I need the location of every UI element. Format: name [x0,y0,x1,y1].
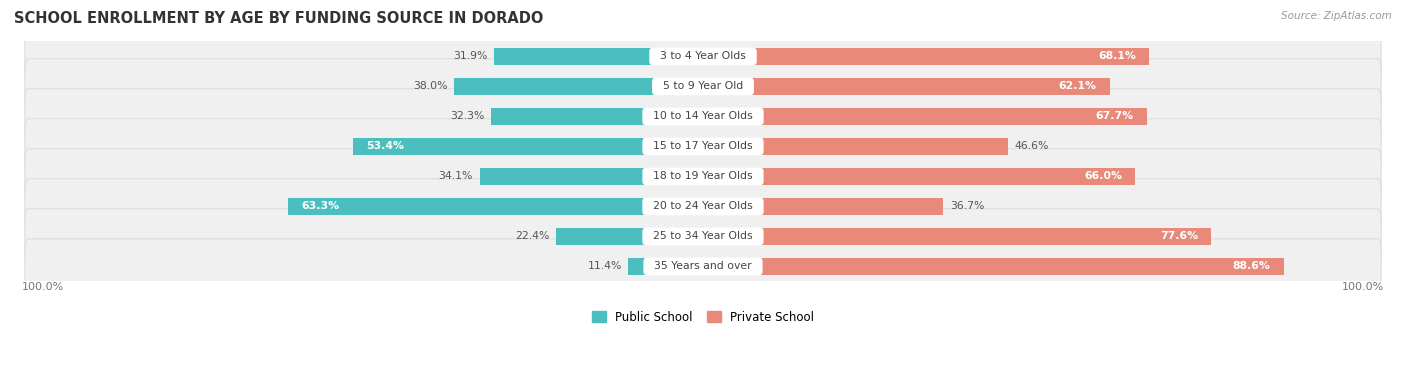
Text: 100.0%: 100.0% [1343,282,1385,292]
FancyBboxPatch shape [25,59,1381,114]
Text: 11.4%: 11.4% [588,261,621,271]
Text: 46.6%: 46.6% [1015,141,1049,152]
Bar [479,168,703,185]
FancyBboxPatch shape [25,239,1381,294]
Text: 38.0%: 38.0% [413,81,447,91]
Text: 15 to 17 Year Olds: 15 to 17 Year Olds [647,141,759,152]
Text: SCHOOL ENROLLMENT BY AGE BY FUNDING SOURCE IN DORADO: SCHOOL ENROLLMENT BY AGE BY FUNDING SOUR… [14,11,544,26]
Bar [703,48,1149,65]
FancyBboxPatch shape [25,89,1381,144]
Bar [494,48,703,65]
Text: 66.0%: 66.0% [1084,172,1122,181]
Text: 77.6%: 77.6% [1160,231,1198,241]
Text: 18 to 19 Year Olds: 18 to 19 Year Olds [647,172,759,181]
Text: 34.1%: 34.1% [439,172,472,181]
FancyBboxPatch shape [25,29,1381,84]
Bar [454,78,703,95]
Text: 10 to 14 Year Olds: 10 to 14 Year Olds [647,111,759,121]
Text: 36.7%: 36.7% [950,201,984,211]
Text: 88.6%: 88.6% [1233,261,1271,271]
Bar [353,138,703,155]
FancyBboxPatch shape [25,119,1381,174]
Text: 68.1%: 68.1% [1098,51,1136,61]
Bar [703,198,943,215]
Bar [628,258,703,275]
Text: Source: ZipAtlas.com: Source: ZipAtlas.com [1281,11,1392,21]
Text: 22.4%: 22.4% [516,231,550,241]
Bar [703,258,1284,275]
Text: 3 to 4 Year Olds: 3 to 4 Year Olds [652,51,754,61]
FancyBboxPatch shape [25,179,1381,234]
Text: 20 to 24 Year Olds: 20 to 24 Year Olds [647,201,759,211]
Text: 32.3%: 32.3% [450,111,485,121]
Text: 35 Years and over: 35 Years and over [647,261,759,271]
Text: 63.3%: 63.3% [301,201,339,211]
Legend: Public School, Private School: Public School, Private School [586,306,820,328]
FancyBboxPatch shape [25,149,1381,204]
Bar [703,108,1147,125]
Bar [703,138,1008,155]
Bar [703,228,1212,245]
Bar [491,108,703,125]
Text: 100.0%: 100.0% [21,282,63,292]
Bar [703,78,1109,95]
FancyBboxPatch shape [25,209,1381,264]
Text: 53.4%: 53.4% [366,141,404,152]
Text: 31.9%: 31.9% [453,51,488,61]
Text: 62.1%: 62.1% [1059,81,1097,91]
Bar [557,228,703,245]
Text: 25 to 34 Year Olds: 25 to 34 Year Olds [647,231,759,241]
Bar [288,198,703,215]
Text: 5 to 9 Year Old: 5 to 9 Year Old [655,81,751,91]
Bar [703,168,1136,185]
Text: 67.7%: 67.7% [1095,111,1133,121]
